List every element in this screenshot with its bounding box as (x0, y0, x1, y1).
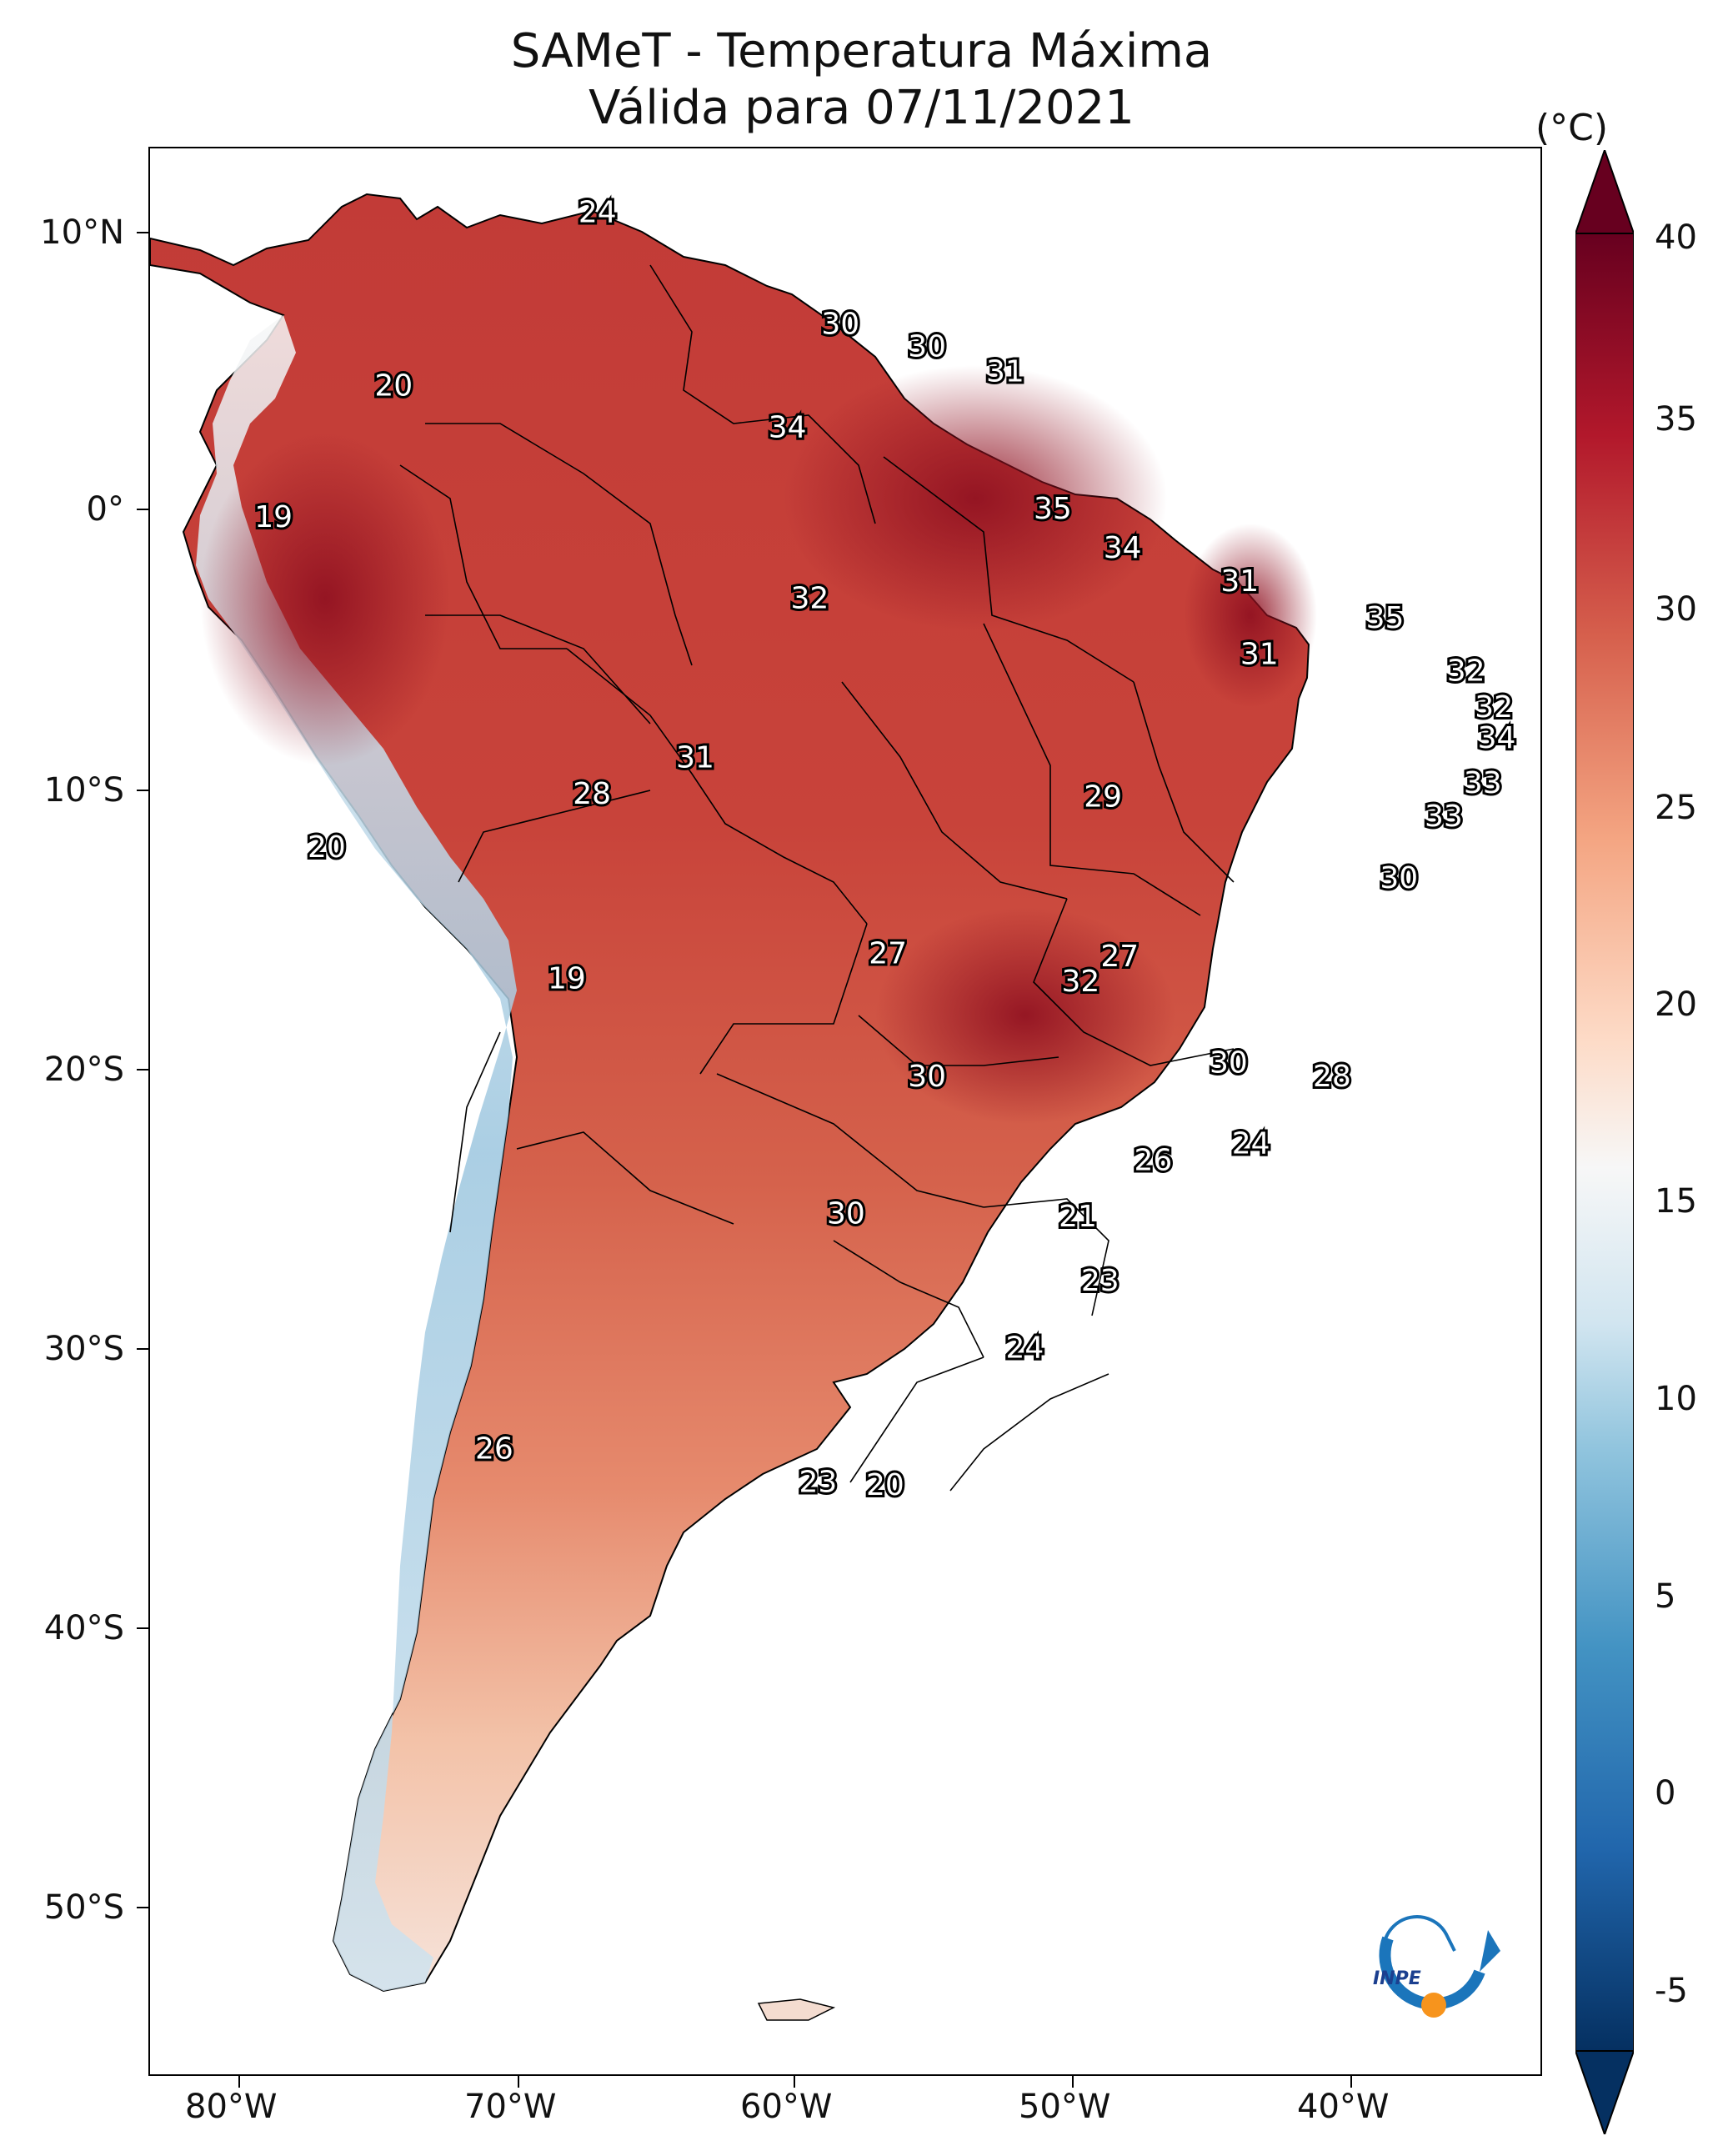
lat-tickmark (137, 1069, 148, 1070)
temperature-label: 20 (866, 1468, 904, 1502)
lat-tickmark (137, 1907, 148, 1908)
lat-tick-30s: 30°S (43, 1330, 124, 1368)
temperature-label: 19 (254, 500, 293, 534)
temperature-label: 30 (1380, 861, 1418, 895)
temperature-label: 33 (1464, 766, 1502, 800)
temperature-label: 30 (1210, 1045, 1248, 1080)
lat-tick-10s: 10°S (43, 771, 124, 810)
temperature-label: 27 (1100, 940, 1139, 974)
hot-spot-peru-amazon (200, 432, 450, 765)
temperature-label: 24 (579, 195, 617, 229)
temperature-label: 32 (1447, 654, 1485, 689)
lon-tick-40w: 40°W (1297, 2088, 1390, 2126)
lat-tick-0: 0° (86, 490, 124, 529)
colorbar-tick-5: 5 (1655, 1577, 1676, 1616)
colorbar-bottom-arrow (1575, 2050, 1634, 2134)
lat-tickmark (137, 790, 148, 791)
temperature-label: 23 (1081, 1264, 1119, 1298)
lon-tickmark (1350, 2076, 1352, 2088)
colorbar-tick-15: 15 (1655, 1182, 1697, 1221)
temperature-label: 32 (1475, 690, 1513, 725)
lon-tickmark (238, 2076, 240, 2088)
colorbar-tick-10: 10 (1655, 1380, 1697, 1418)
temperature-label: 28 (573, 777, 611, 811)
hot-spot-para (784, 365, 1167, 632)
temperature-label: 26 (1134, 1144, 1173, 1178)
andes-cold-band (196, 315, 517, 1991)
map-panel[interactable]: 24 20 30 30 31 34 19 35 34 31 32 35 31 32 32 34 31 28 29 33… (148, 147, 1542, 2076)
political-borders (399, 264, 1235, 1492)
colorbar (1575, 150, 1634, 2134)
colorbar-tick-40: 40 (1655, 218, 1697, 257)
colorbar-tick-0: 0 (1655, 1774, 1676, 1813)
hot-spot-nordeste (1184, 524, 1317, 707)
inpe-logo: INPE (1373, 1915, 1500, 2018)
lon-tickmark (518, 2076, 519, 2088)
temperature-label: 35 (1034, 492, 1072, 526)
lat-tick-50s: 50°S (43, 1888, 124, 1927)
temperature-label: 30 (821, 308, 859, 342)
temperature-label: 33 (1425, 800, 1463, 834)
temperature-label: 30 (908, 1060, 946, 1094)
colorbar-tick-20: 20 (1655, 985, 1697, 1024)
temperature-label: 31 (1240, 637, 1279, 671)
lat-tickmark (137, 232, 148, 233)
colorbar-unit: (°C) (1535, 107, 1609, 149)
lat-tick-40s: 40°S (43, 1609, 124, 1647)
lon-tick-70w: 70°W (464, 2088, 557, 2126)
temperature-label: 34 (1104, 531, 1142, 565)
lat-tickmark (137, 509, 148, 510)
lat-tickmark (137, 1627, 148, 1629)
temperature-label: 19 (548, 962, 586, 996)
colorbar-tick-minus5: -5 (1655, 1972, 1688, 2010)
temperature-label: 34 (1478, 721, 1516, 755)
temperature-label: 31 (986, 355, 1024, 389)
lon-tickmark (794, 2076, 795, 2088)
lat-tick-20s: 20°S (43, 1050, 124, 1089)
temperature-label: 21 (1059, 1200, 1097, 1234)
lat-tick-10n: 10°N (40, 213, 124, 252)
hot-spot-goias-sp (875, 907, 1175, 1124)
colorbar-tick-25: 25 (1655, 789, 1697, 827)
temperature-label: 24 (1005, 1331, 1044, 1366)
temperature-label: 24 (1232, 1127, 1270, 1161)
temperature-label: 28 (1313, 1060, 1351, 1094)
lon-tick-50w: 50°W (1019, 2088, 1111, 2126)
colorbar-tick-30: 30 (1655, 590, 1697, 629)
lon-tick-60w: 60°W (740, 2088, 833, 2126)
temperature-label: 23 (799, 1466, 838, 1500)
lat-tickmark (137, 1348, 148, 1350)
temperature-label: 32 (790, 581, 829, 615)
falkland-islands (757, 1998, 836, 2021)
temperature-label: 29 (1084, 780, 1122, 815)
temperature-label: 31 (1220, 564, 1259, 599)
lon-tick-80w: 80°W (185, 2088, 278, 2126)
map-title-line2: Válida para 07/11/2021 (589, 81, 1134, 135)
temperature-label: 35 (1366, 601, 1405, 635)
svg-text:INPE: INPE (1373, 1968, 1421, 1989)
temperature-label: 26 (475, 1431, 513, 1466)
temperature-label: 30 (827, 1196, 865, 1231)
temperature-label: 20 (374, 369, 413, 403)
map-title-line1: SAMeT - Temperatura Máxima (510, 24, 1213, 78)
temperature-label: 27 (869, 936, 907, 970)
temperature-label: 30 (908, 329, 946, 364)
lon-tickmark (1072, 2076, 1074, 2088)
temperature-label: 34 (769, 411, 807, 445)
colorbar-body (1575, 233, 1634, 2052)
temperature-label: 20 (308, 830, 346, 865)
temperature-label: 31 (676, 741, 714, 775)
temperature-label: 32 (1061, 965, 1099, 999)
colorbar-top-arrow (1575, 150, 1634, 234)
colorbar-tick-35: 35 (1655, 400, 1697, 439)
